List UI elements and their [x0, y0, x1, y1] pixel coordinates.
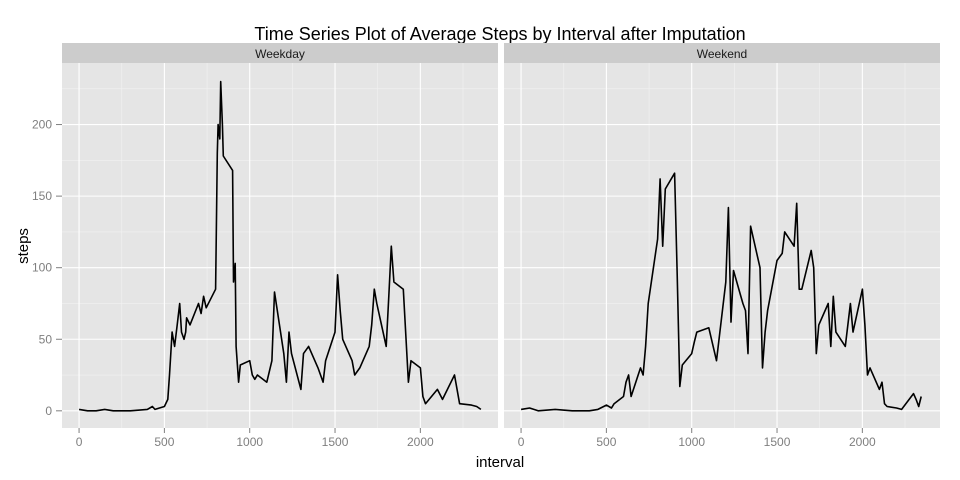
facet-strip-label: Weekend	[697, 47, 747, 61]
panel-weekend: Weekend 0 500 1000 1500 2000	[504, 43, 940, 449]
x-tick-label: 500	[596, 435, 616, 449]
y-axis-title: steps	[15, 228, 32, 264]
facet-strip	[504, 43, 940, 63]
x-tick-label: 1500	[764, 435, 791, 449]
x-tick-label: 0	[76, 435, 83, 449]
x-tick-label: 500	[154, 435, 174, 449]
y-tick-label: 50	[39, 332, 53, 346]
x-tick-label: 1000	[678, 435, 705, 449]
x-tick-label: 2000	[407, 435, 434, 449]
x-tick-label: 2000	[849, 435, 876, 449]
y-tick-label: 0	[45, 404, 52, 418]
panel-background	[504, 63, 940, 428]
panel-weekday: Weekday 0 500 1000 1500 2000	[62, 43, 498, 449]
y-tick-label: 150	[32, 189, 52, 203]
chart-title: Time Series Plot of Average Steps by Int…	[254, 24, 745, 44]
y-tick-label: 100	[32, 261, 52, 275]
facet-strip-label: Weekday	[255, 47, 305, 61]
facet-strip	[62, 43, 498, 63]
series-line-weekend	[520, 172, 922, 412]
x-tick-label: 1000	[236, 435, 263, 449]
y-tick-label: 200	[32, 118, 52, 132]
x-tick-label: 1500	[322, 435, 349, 449]
panel-background	[62, 63, 498, 428]
x-tick-label: 0	[518, 435, 525, 449]
x-axis-title: interval	[476, 454, 524, 471]
series-line-weekday	[78, 80, 482, 412]
